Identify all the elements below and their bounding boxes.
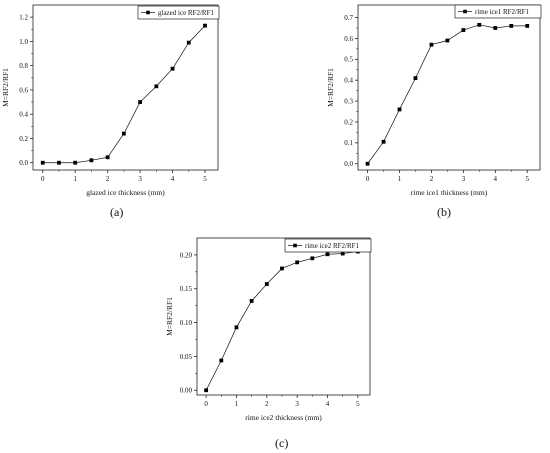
plot-frame: [32, 4, 219, 171]
y-tick-label: 0.6: [19, 86, 28, 94]
data-point: [397, 107, 402, 112]
y-tick-label: 0.8: [19, 62, 28, 70]
data-point: [525, 23, 530, 28]
y-tick-label: 0.5: [344, 56, 353, 64]
x-tick-label: 4: [171, 175, 175, 183]
chart-panel-2: 0 1 2 3 4 5 0.0 0.1 0.2 0.3 0.4 0.5 0.6 0.7 rime ice1 …: [326, 4, 542, 197]
x-tick-label: 2: [430, 175, 434, 183]
x-tick-label: 2: [265, 400, 269, 408]
caption-c: (c): [275, 436, 289, 450]
data-point: [121, 131, 126, 136]
chart-panel-1: 0 1 2 3 4 5 0.0 0.2 0.4 0.6 0.8 1.0 1.2 glazed ice th…: [1, 4, 220, 197]
y-tick-label: 0.4: [19, 111, 28, 119]
data-point: [73, 160, 78, 165]
x-tick-label: 3: [138, 175, 142, 183]
data-point: [105, 155, 110, 160]
data-point: [203, 23, 207, 28]
series-line: [42, 25, 206, 164]
data-point: [445, 38, 450, 43]
plot-frame: [196, 237, 371, 396]
data-point: [57, 160, 61, 165]
y-tick-label: 0.10: [180, 319, 193, 327]
y-tick-label: 0.7: [344, 14, 353, 22]
data-point: [170, 66, 175, 71]
y-tick-label: 0.4: [344, 77, 353, 85]
data-point: [413, 76, 418, 81]
caption-b: (b): [437, 205, 451, 219]
data-point: [493, 26, 498, 30]
data-point: [295, 260, 300, 265]
x-axis-label: rime ice1 thickness (mm): [411, 188, 488, 197]
x-tick-label: 0: [366, 175, 370, 183]
data-point: [89, 158, 94, 163]
data-point: [154, 84, 159, 89]
x-tick-label: 3: [462, 175, 466, 183]
x-tick-label: 5: [525, 175, 529, 183]
data-point: [429, 42, 434, 47]
data-point: [204, 388, 209, 393]
x-tick-label: 2: [106, 175, 110, 183]
x-tick-label: 0: [41, 175, 45, 183]
data-point: [477, 22, 482, 27]
series-line: [205, 251, 358, 391]
legend-label: rime ice1 RF2/RF1: [475, 8, 530, 16]
y-axis-label: M=RF2/RF1: [165, 297, 174, 336]
data-point: [509, 23, 514, 28]
legend-box: [454, 4, 542, 19]
data-point: [234, 325, 239, 330]
legend-marker: [293, 243, 297, 248]
y-tick-label: 0.1: [344, 139, 353, 147]
x-tick-label: 1: [235, 400, 239, 408]
legend-box: [137, 5, 220, 20]
x-tick-label: 5: [203, 175, 207, 183]
data-point: [310, 256, 315, 261]
plot-frame: [357, 4, 541, 171]
data-point: [264, 282, 269, 286]
x-tick-label: 5: [356, 400, 360, 408]
y-tick-label: 0.2: [344, 118, 353, 126]
y-tick-label: 0.0: [344, 160, 353, 168]
y-tick-label: 0.3: [344, 97, 353, 105]
x-tick-label: 4: [494, 175, 498, 183]
data-point: [186, 40, 191, 45]
x-tick-label: 0: [204, 400, 208, 408]
y-axis-label: M=RF2/RF1: [1, 68, 10, 107]
data-point: [365, 161, 370, 166]
data-point: [280, 266, 284, 271]
legend-marker: [146, 10, 150, 15]
y-tick-label: 0.6: [344, 35, 353, 43]
chart-panel-3: 0 1 2 3 4 5 0.00 0.05 0.10 0.15 0.20 rime ice2 thic…: [165, 237, 372, 422]
data-point: [381, 139, 386, 144]
legend-box: [284, 238, 372, 253]
y-tick-label: 1.0: [19, 38, 28, 46]
data-point: [325, 252, 330, 257]
data-point: [249, 299, 254, 303]
y-tick-label: 0.05: [180, 353, 193, 361]
series-line: [367, 24, 528, 164]
x-axis-label: glazed ice thickness (mm): [86, 188, 165, 197]
x-tick-label: 1: [73, 175, 77, 183]
y-tick-label: 0.2: [19, 135, 28, 143]
data-point: [340, 251, 345, 256]
data-point: [138, 100, 143, 104]
legend-marker: [463, 9, 467, 14]
data-point: [219, 358, 224, 363]
x-tick-label: 3: [295, 400, 299, 408]
x-tick-label: 1: [398, 175, 402, 183]
data-point: [461, 28, 466, 32]
legend-label: rime ice2 RF2/RF1: [305, 242, 360, 250]
legend-label: glazed ice RF2/RF1: [158, 9, 214, 17]
y-tick-label: 0.0: [19, 159, 28, 167]
data-point: [40, 160, 45, 165]
y-tick-label: 0.00: [180, 387, 193, 395]
y-tick-label: 0.15: [180, 285, 193, 293]
y-axis-label: M=RF2/RF1: [326, 68, 335, 107]
y-tick-label: 1.2: [19, 14, 28, 22]
x-axis-label: rime ice2 thickness (mm): [245, 413, 322, 422]
y-tick-label: 0.20: [180, 251, 193, 259]
caption-a: (a): [110, 205, 124, 219]
x-tick-label: 4: [326, 400, 330, 408]
